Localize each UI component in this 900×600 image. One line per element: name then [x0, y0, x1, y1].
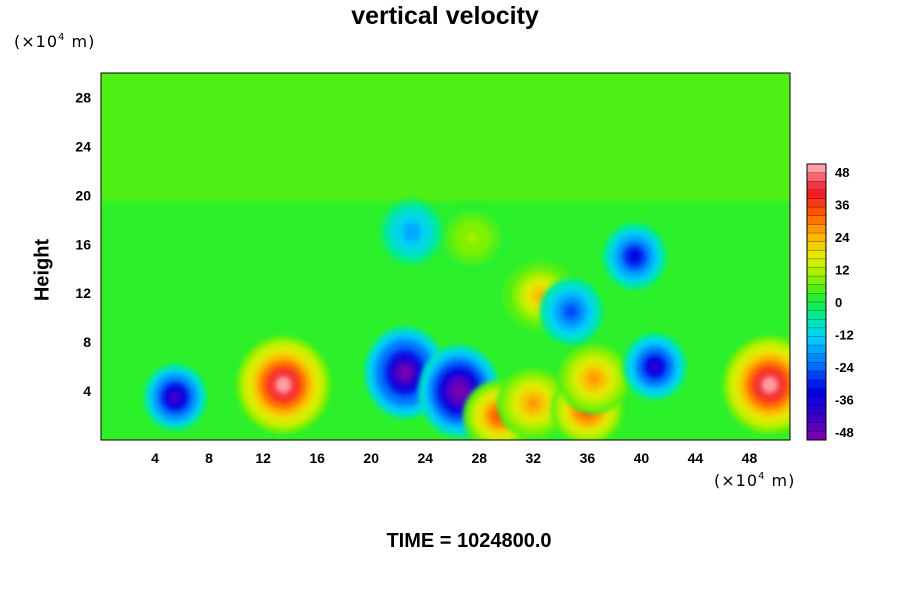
colorbar-swatch — [807, 388, 826, 398]
colorbar-tick-label: 0 — [835, 295, 842, 310]
y-unit-exponent: 4 — [58, 32, 66, 43]
colorbar-swatch — [807, 431, 826, 441]
colorbar-swatch — [807, 345, 826, 355]
colorbar-swatch — [807, 310, 826, 320]
x-unit-exponent: 4 — [758, 471, 766, 482]
x-tick-label: 40 — [634, 450, 650, 466]
x-tick-label: 44 — [688, 450, 704, 466]
colorbar-swatch — [807, 198, 826, 208]
colorbar-swatch — [807, 189, 826, 199]
y-axis-unit: (×104 m) — [14, 32, 95, 51]
colorbar-swatch — [807, 207, 826, 217]
contour-feature — [723, 336, 790, 434]
contour-feature — [603, 223, 667, 290]
colorbar-swatch — [807, 422, 826, 432]
x-tick-label: 28 — [471, 450, 487, 466]
x-tick-label: 4 — [151, 450, 159, 466]
colorbar-swatch — [807, 276, 826, 286]
colorbar-swatch — [807, 293, 826, 303]
colorbar-swatch — [807, 379, 826, 389]
y-axis-ticks: 4 8 12 16 20 24 28 — [75, 89, 91, 399]
x-tick-label: 36 — [580, 450, 596, 466]
y-tick-label: 24 — [75, 138, 91, 154]
colorbar-tick-label: 12 — [835, 263, 849, 278]
x-tick-label: 20 — [363, 450, 379, 466]
contour-feature — [380, 198, 444, 266]
colorbar-swatch — [807, 250, 826, 260]
y-unit-prefix: (×10 — [14, 32, 59, 51]
x-axis-unit: (×104 m) — [714, 471, 795, 490]
x-tick-label: 48 — [742, 450, 758, 466]
colorbar-tick-label: -36 — [835, 393, 854, 408]
x-tick-label: 12 — [255, 450, 271, 466]
x-unit-prefix: (×10 — [714, 471, 759, 490]
contour-feature — [143, 363, 207, 431]
x-tick-label: 24 — [417, 450, 433, 466]
colorbar-swatch — [807, 164, 826, 173]
colorbar-swatch — [807, 319, 826, 329]
x-axis-ticks: 4 8 12 16 20 24 28 32 36 40 44 48 — [151, 450, 757, 466]
x-tick-label: 16 — [309, 450, 325, 466]
colorbar-swatch — [807, 414, 826, 424]
colorbar-swatch — [807, 327, 826, 337]
y-tick-label: 12 — [75, 285, 91, 301]
y-tick-label: 4 — [83, 383, 91, 399]
y-tick-label: 28 — [75, 89, 91, 105]
colorbar-tick-label: -12 — [835, 328, 854, 343]
y-tick-label: 8 — [83, 334, 91, 350]
contour-field — [101, 198, 790, 440]
contour-feature — [623, 333, 687, 400]
time-label: TIME = 1024800.0 — [386, 530, 552, 552]
colorbar-swatch — [807, 181, 826, 191]
colorbar-swatch — [807, 336, 826, 346]
y-unit-suffix: m) — [65, 32, 96, 51]
colorbar-swatch — [807, 172, 826, 182]
colorbar-swatch — [807, 267, 826, 277]
x-unit-suffix: m) — [765, 471, 796, 490]
y-tick-label: 20 — [75, 187, 91, 203]
contour-feature — [436, 202, 510, 274]
colorbar-swatch — [807, 362, 826, 372]
colorbar-swatch — [807, 284, 826, 294]
colorbar-swatch — [807, 396, 826, 406]
colorbar-swatch — [807, 302, 826, 311]
contour-feature — [236, 336, 330, 434]
colorbar-swatch — [807, 233, 826, 242]
y-tick-label: 16 — [75, 236, 91, 252]
colorbar-tick-label: 48 — [835, 165, 849, 180]
colorbar-tick-label: -48 — [835, 425, 854, 440]
plot-area — [100, 72, 791, 441]
colorbar-swatch — [807, 241, 826, 251]
colorbar-tick-label: 36 — [835, 198, 849, 213]
colorbar: 48 36 24 12 0 -12 -24 -36 -48 — [806, 163, 855, 441]
colorbar-tick-label: -24 — [835, 360, 855, 375]
colorbar-swatch — [807, 215, 826, 225]
colorbar-swatch — [807, 258, 826, 268]
x-tick-label: 32 — [526, 450, 542, 466]
colorbar-swatch — [807, 224, 826, 234]
colorbar-tick-label: 24 — [835, 230, 850, 245]
colorbar-swatch — [807, 353, 826, 363]
colorbar-swatch — [807, 405, 826, 415]
contour-feature — [539, 278, 603, 345]
chart-title: vertical velocity — [351, 2, 539, 30]
plot-frame — [100, 72, 791, 441]
contour-feature — [496, 368, 570, 439]
x-tick-label: 8 — [205, 450, 213, 466]
contour-feature — [557, 343, 631, 415]
colorbar-swatch — [807, 371, 826, 380]
